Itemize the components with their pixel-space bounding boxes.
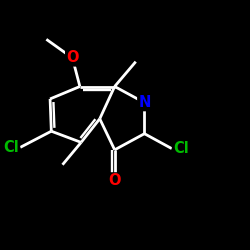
Text: Cl: Cl — [173, 141, 189, 156]
Text: Cl: Cl — [3, 140, 19, 155]
Text: O: O — [108, 174, 121, 188]
Text: O: O — [66, 50, 79, 66]
Text: N: N — [138, 95, 151, 110]
